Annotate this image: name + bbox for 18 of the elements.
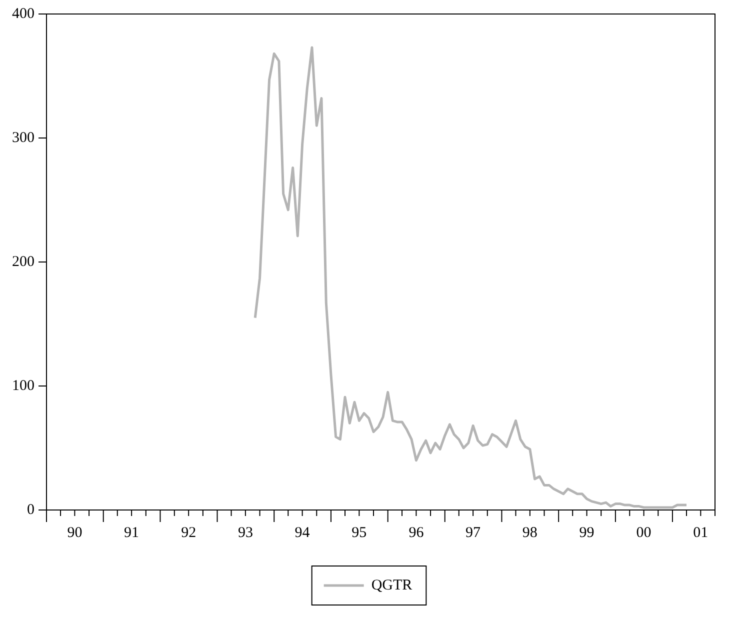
x-tick-label: 99 (579, 524, 594, 541)
x-tick-label: 97 (466, 524, 482, 541)
x-tick-label: 93 (238, 524, 253, 541)
y-tick-label: 0 (27, 502, 34, 518)
y-tick-label: 200 (12, 254, 34, 270)
x-tick-label: 91 (124, 524, 140, 541)
x-tick-label: 92 (181, 524, 196, 541)
x-tick-label: 95 (352, 524, 367, 541)
x-tick-label: 94 (294, 524, 310, 541)
x-tick-label: 96 (408, 524, 424, 541)
y-tick-label: 100 (12, 378, 34, 394)
y-tick-label: 300 (12, 130, 34, 146)
x-tick-label: 00 (636, 524, 652, 541)
x-tick-label: 90 (67, 524, 82, 541)
legend-label: QGTR (371, 577, 412, 594)
x-tick-label: 98 (522, 524, 538, 541)
y-tick-label: 400 (12, 6, 34, 22)
x-tick-label: 01 (693, 524, 708, 541)
